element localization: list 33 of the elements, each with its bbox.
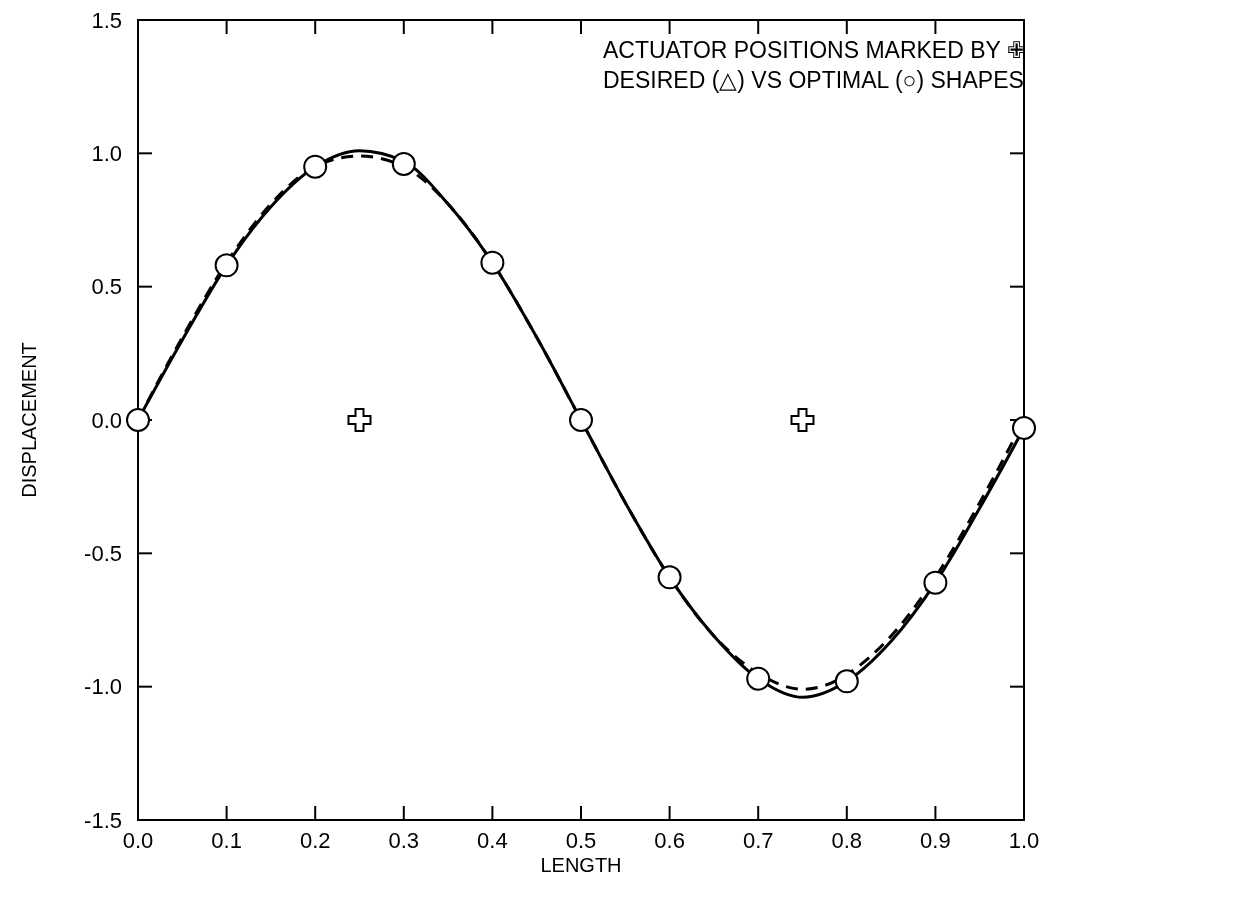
point <box>923 570 948 595</box>
x-tick-label: 0.8 <box>831 828 863 853</box>
y-tick-label: -1.5 <box>84 807 122 833</box>
point <box>657 565 682 590</box>
x-tick-label: 0.1 <box>211 828 242 853</box>
x-tick-label: 0.4 <box>477 828 508 853</box>
x-tick-label: 0.9 <box>920 828 951 853</box>
x-tick-label: 0.6 <box>654 828 685 853</box>
x-tick-label: 1.0 <box>1008 828 1040 853</box>
x-axis-title: LENGTH <box>540 854 622 876</box>
point <box>391 152 416 176</box>
point <box>1012 416 1036 440</box>
y-tick-label: -0.5 <box>84 541 122 567</box>
point <box>569 408 593 432</box>
y-tick-label: 1.0 <box>91 141 122 167</box>
x-tick-label: 0.7 <box>742 828 774 853</box>
point <box>746 666 771 691</box>
point <box>347 408 372 432</box>
x-tick-label: 0.5 <box>565 828 597 853</box>
y-tick-label: 0.5 <box>91 274 122 300</box>
point <box>480 250 505 275</box>
x-tick-label: 0.3 <box>388 828 420 853</box>
point <box>214 253 239 278</box>
point <box>303 154 328 179</box>
point <box>790 408 815 432</box>
point <box>834 669 859 694</box>
annotation: DESIRED (△) VS OPTIMAL (○) SHAPES <box>603 67 1024 93</box>
y-tick-label: 0.0 <box>91 407 122 433</box>
y-axis-title: DISPLACEMENT <box>18 342 40 498</box>
x-tick-label: 0.2 <box>299 828 331 853</box>
x-tick-label: 0.0 <box>122 828 154 853</box>
y-tick-label: 1.5 <box>91 7 122 33</box>
y-tick-label: -1.0 <box>84 674 122 700</box>
